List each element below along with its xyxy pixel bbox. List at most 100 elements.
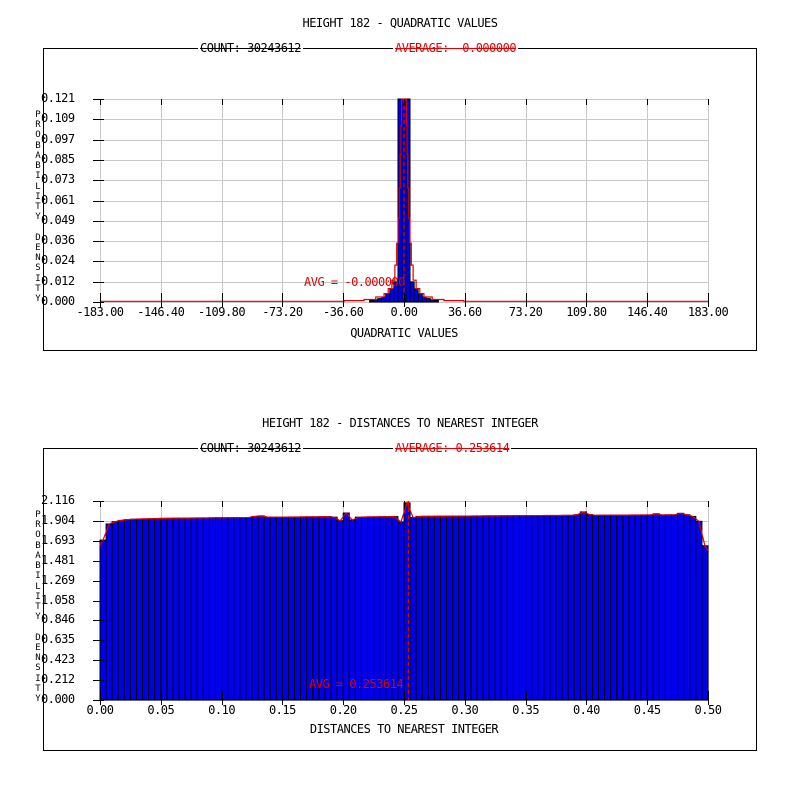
- y-axis-title-char: R: [35, 120, 41, 131]
- axis-ticks: [93, 501, 709, 705]
- y-axis-title-char: A: [35, 150, 41, 161]
- y-tick-label: 0.000: [41, 294, 75, 308]
- y-axis-title-char: O: [35, 130, 41, 141]
- y-axis-title-char: S: [35, 663, 41, 674]
- x-tick-label: 0.10: [208, 703, 236, 717]
- x-tick-label: 0.15: [268, 703, 296, 717]
- y-tick-label: 0.121: [41, 91, 75, 105]
- y-tick-label: 0.085: [41, 151, 75, 166]
- y-axis-title-char: Y: [35, 212, 41, 223]
- y-axis-title-char: D: [35, 232, 41, 243]
- y-tick-label: 0.423: [41, 652, 75, 667]
- y-tick-label: 0.061: [41, 192, 75, 207]
- y-axis-title-char: [35, 623, 40, 632]
- y-axis-title-char: E: [35, 242, 41, 253]
- x-tick-label: 146.40: [627, 305, 668, 319]
- x-tick-label: -183.00: [76, 305, 124, 319]
- chart-title-quadratic: HEIGHT 182 - QUADRATIC VALUES: [302, 16, 498, 30]
- x-tick-label: 0.30: [451, 703, 479, 717]
- y-axis-title-char: L: [35, 181, 41, 192]
- y-axis-title-char: I: [35, 673, 41, 684]
- average-label-quadratic: AVERAGE: -0.000000: [393, 41, 519, 55]
- y-axis-title-char: O: [35, 530, 41, 541]
- y-tick-label: 0.000: [41, 692, 75, 706]
- y-axis-title-char: S: [35, 263, 41, 274]
- y-axis-title-char: B: [35, 540, 41, 551]
- x-tick-label: 36.60: [447, 305, 482, 319]
- y-tick-label: 1.269: [41, 572, 75, 587]
- y-axis-title-char: B: [35, 161, 41, 172]
- avg-annotation-distances: AVG = 0.253614: [309, 677, 404, 691]
- y-tick-label: 2.116: [41, 493, 75, 507]
- y-axis-title-char: T: [35, 601, 41, 612]
- x-tick-label: 0.35: [512, 703, 540, 717]
- y-axis-title-char: I: [35, 591, 41, 602]
- histogram-bars: [99, 502, 709, 701]
- y-axis-title-char: I: [35, 273, 41, 284]
- y-axis-title-char: P: [35, 110, 41, 120]
- y-axis-title-char: T: [35, 283, 41, 294]
- y-tick-label: 1.481: [41, 552, 75, 567]
- x-tick-label: 0.40: [572, 703, 600, 717]
- chart-title-distances: HEIGHT 182 - DISTANCES TO NEAREST INTEGE…: [262, 416, 538, 430]
- y-axis-title-char: I: [35, 571, 41, 582]
- y-axis-title-char: N: [35, 653, 41, 664]
- y-axis-title-char: B: [35, 140, 41, 151]
- y-axis-title-char: I: [35, 171, 41, 182]
- y-axis-title-char: E: [35, 642, 41, 653]
- y-axis-title-char: A: [35, 550, 41, 561]
- y-axis-title-char: P: [35, 510, 41, 520]
- x-tick-label: -36.60: [323, 305, 364, 319]
- distances-chart: [43, 448, 757, 751]
- y-tick-label: 1.693: [41, 532, 75, 547]
- axis-ticks: [93, 99, 709, 307]
- y-tick-label: 0.635: [41, 632, 75, 647]
- y-tick-label: 0.212: [41, 672, 75, 687]
- x-axis-title-quadratic: QUADRATIC VALUES: [350, 326, 458, 340]
- x-tick-label: -73.20: [262, 305, 303, 319]
- y-tick-label: 0.109: [41, 111, 75, 126]
- y-tick-label: 0.036: [41, 233, 75, 248]
- y-axis-title-char: L: [35, 581, 41, 592]
- x-tick-label: -109.80: [198, 305, 246, 319]
- x-tick-label: 0.20: [329, 703, 357, 717]
- y-axis-title-char: I: [35, 191, 41, 202]
- y-axis-title-char: Y: [35, 693, 41, 704]
- quadratic-values-chart: [43, 48, 757, 351]
- y-axis-title-char: T: [35, 683, 41, 694]
- x-tick-label: 0.05: [147, 703, 175, 717]
- x-tick-label: 0.00: [86, 703, 114, 717]
- count-label-distances: COUNT: 30243612: [198, 441, 303, 455]
- x-tick-label: 0.45: [633, 703, 661, 717]
- y-tick-label: 1.058: [41, 592, 75, 607]
- y-tick-label: 0.073: [41, 172, 75, 187]
- x-tick-label: 109.80: [566, 305, 607, 319]
- x-tick-label: 0.50: [694, 703, 722, 717]
- average-label-distances: AVERAGE: 0.253614: [393, 441, 512, 455]
- avg-annotation-quadratic: AVG = -0.000000: [304, 275, 405, 289]
- x-tick-label: 183.00: [687, 305, 729, 319]
- y-tick-label: 0.846: [41, 612, 75, 627]
- y-axis-title-char: Y: [35, 293, 41, 304]
- density-curve: [99, 501, 709, 551]
- x-tick-label: -146.40: [137, 305, 185, 319]
- count-label-quadratic: COUNT: 30243612: [198, 41, 303, 55]
- x-axis-title-distances: DISTANCES TO NEAREST INTEGER: [309, 722, 499, 736]
- y-axis-title-char: [35, 223, 40, 232]
- y-tick-label: 0.097: [41, 131, 75, 146]
- y-tick-label: 1.904: [41, 512, 75, 527]
- x-tick-label: 73.20: [508, 305, 543, 319]
- y-axis-title-char: N: [35, 253, 41, 264]
- x-tick-label: 0.25: [390, 703, 418, 717]
- y-axis-title-char: T: [35, 201, 41, 212]
- y-tick-label: 0.049: [41, 212, 75, 227]
- x-tick-label: 0.00: [390, 305, 418, 319]
- y-axis-title-char: B: [35, 561, 41, 572]
- y-axis-title-char: D: [35, 632, 41, 643]
- y-tick-label: 0.012: [41, 273, 75, 288]
- y-tick-label: 0.024: [41, 253, 75, 268]
